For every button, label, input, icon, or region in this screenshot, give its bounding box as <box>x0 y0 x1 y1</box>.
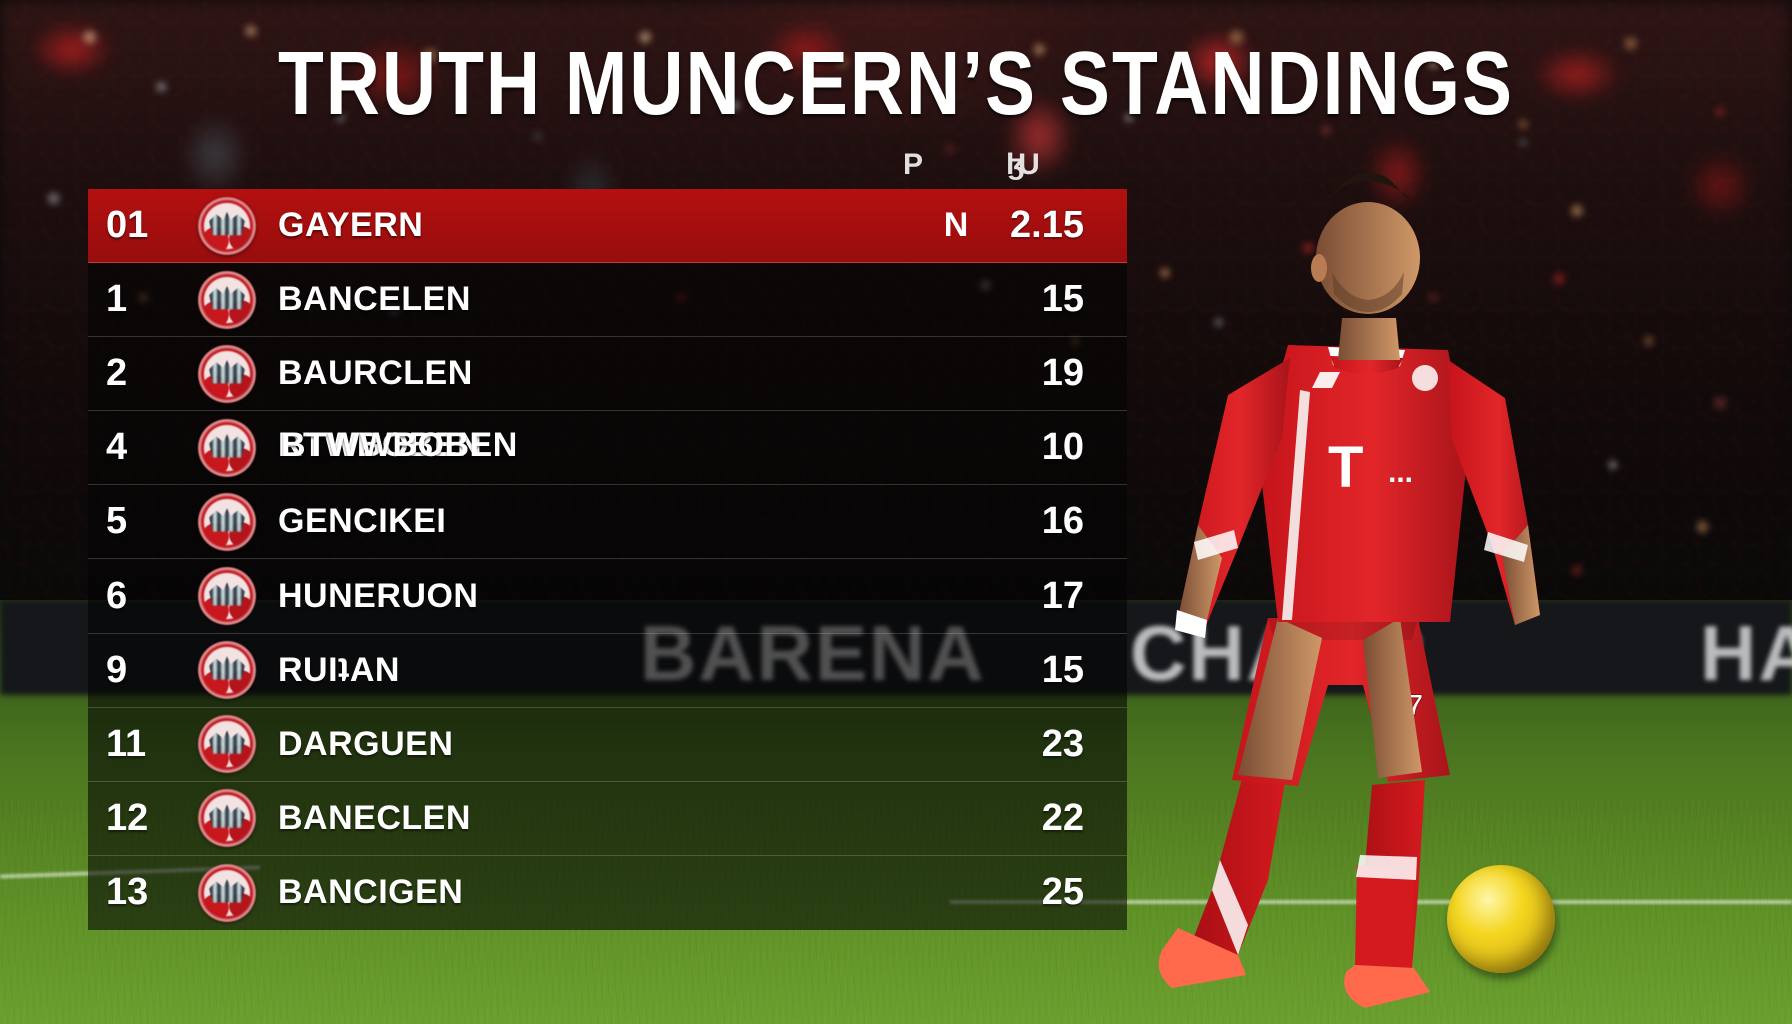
svg-text:...: ... <box>1388 456 1413 489</box>
svg-text:T: T <box>1328 435 1363 500</box>
